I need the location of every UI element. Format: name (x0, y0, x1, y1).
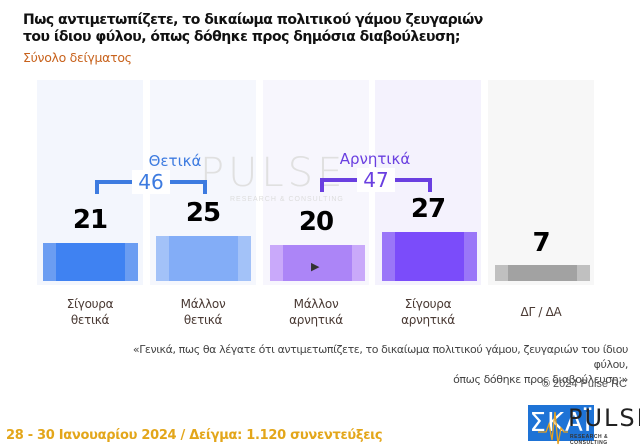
copyright: © 2024 Pulse RC (541, 378, 627, 390)
category-label-5: ΔΓ / ΔΑ (520, 305, 562, 319)
title-line-1: Πως αντιμετωπίζετε, το δικαίωμα πολιτικο… (23, 12, 483, 28)
group-label-positive: Θετικά (148, 152, 202, 170)
bar-mallon-thetika (156, 236, 251, 281)
watermark-logo: PULSE (200, 150, 347, 196)
fieldwork-info: 28 - 30 Ιανουαρίου 2024 / Δείγμα: 1.120 … (6, 428, 383, 443)
category-label-4: Σίγουρα αρνητικά (401, 297, 455, 327)
watermark-subtitle: RESEARCH & CONSULTING (230, 196, 344, 203)
skai-logo: ΣΚΑΪ (528, 405, 594, 441)
bar-mallon-arnitika (270, 245, 365, 281)
bar-sigoura-arnitika (382, 232, 477, 281)
value-label-5: 7 (532, 228, 550, 258)
column-bg-5 (488, 80, 594, 285)
group-total-positive: 46 (132, 170, 170, 194)
chart-subtitle: Σύνολο δείγματος (23, 50, 132, 65)
value-label-3: 20 (298, 207, 334, 237)
chart-title: Πως αντιμετωπίζετε, το δικαίωμα πολιτικο… (23, 12, 483, 46)
pulse-logo: PULSE RESEARCH & CONSULTING (538, 404, 640, 446)
group-label-negative: Αρνητικά (339, 150, 411, 168)
mouse-cursor-icon: ▶ (311, 261, 320, 273)
pulse-wave-icon (538, 411, 568, 445)
value-label-4: 27 (410, 194, 446, 224)
category-label-2: Μάλλον θετικά (180, 297, 226, 327)
bar-dg-da (495, 265, 590, 281)
value-label-1: 21 (72, 205, 108, 235)
value-label-2: 25 (185, 198, 221, 228)
category-label-3: Μάλλον αρνητικά (289, 297, 343, 327)
title-line-2: του ίδιου φύλου, όπως δόθηκε προς δημόσι… (23, 29, 460, 45)
category-label-1: Σίγουρα θετικά (66, 297, 114, 327)
bar-sigoura-thetika (43, 243, 138, 281)
group-total-negative: 47 (357, 168, 395, 192)
question-note: «Γενικά, πως θα λέγατε ότι αντιμετωπίζετ… (132, 343, 629, 386)
